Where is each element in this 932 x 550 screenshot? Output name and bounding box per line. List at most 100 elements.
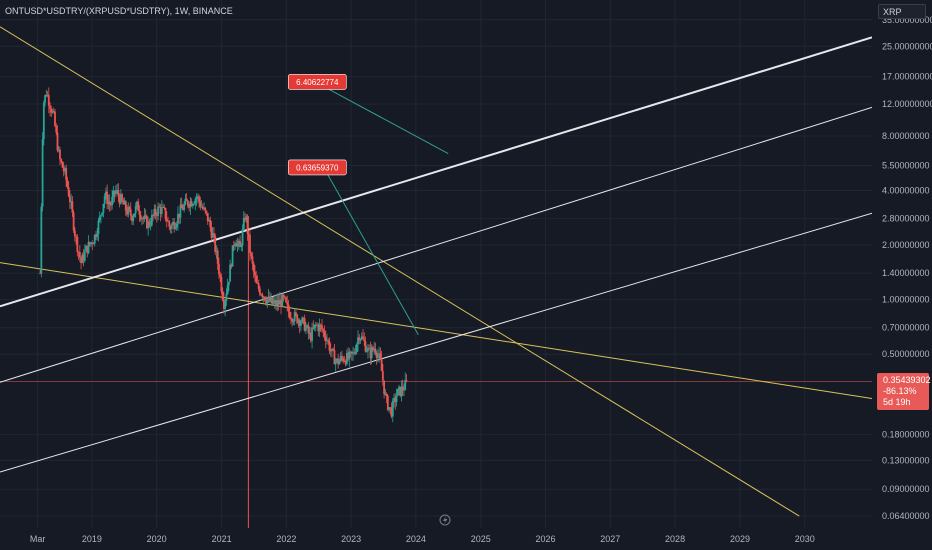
candle-body [190, 201, 193, 207]
trendline-1 [0, 26, 800, 517]
candle-body [323, 330, 326, 337]
candle-body [277, 300, 280, 305]
candle-body [265, 300, 268, 304]
candle-body [147, 221, 150, 229]
candle-body [188, 205, 191, 208]
candle-body [155, 215, 158, 217]
candle-body [312, 327, 315, 329]
candle-body [123, 201, 126, 205]
candle-body [211, 233, 214, 238]
candle-body [154, 209, 157, 216]
candle-body [388, 407, 390, 410]
candle-body [362, 336, 364, 339]
candle-body [132, 216, 135, 222]
candle-body [396, 389, 399, 396]
candle-body [317, 325, 320, 332]
candle-body [137, 201, 140, 211]
candle-body [380, 358, 383, 372]
candle-body [370, 347, 373, 358]
y-tick-label: 5.50000000 [882, 160, 930, 170]
candle-body [262, 296, 265, 298]
candle-body [178, 213, 181, 218]
candle-body [218, 263, 220, 275]
candle-body [373, 348, 376, 351]
candle-body [236, 243, 239, 247]
candle-body [170, 224, 173, 230]
candle-body [376, 355, 379, 358]
candle-body [126, 210, 128, 215]
x-tick-label: 2020 [147, 534, 167, 544]
candle-body [46, 94, 49, 96]
candle-body [206, 212, 209, 222]
candle-body [404, 379, 407, 390]
candle-body [213, 233, 215, 236]
candle-body [185, 198, 188, 201]
candle-body [339, 356, 342, 361]
candle-body [403, 389, 405, 391]
candle-body [52, 111, 55, 112]
candle-body [313, 324, 316, 329]
candle-body [395, 395, 398, 403]
candle-body [117, 190, 120, 197]
callout-label-box [288, 74, 347, 90]
candle-body [379, 353, 382, 359]
symbol-title: ONTUSD*USDTRY/(XRPUSD*USDTRY), 1W, BINAN… [5, 6, 233, 16]
candle-body [355, 344, 358, 352]
candle-body [204, 207, 207, 211]
candle-body [138, 210, 141, 216]
candle-body [201, 206, 204, 209]
plot-area: 6.40622774 0.63659370 [0, 26, 872, 528]
candle-body [231, 245, 234, 267]
x-tick-label: 2028 [665, 534, 685, 544]
candle-body [285, 297, 287, 303]
candle-body [225, 294, 228, 301]
candle-body [227, 281, 230, 286]
x-tick-label: 2021 [212, 534, 232, 544]
candle-body [374, 348, 377, 353]
candle-body [172, 221, 174, 225]
candle-body [297, 320, 300, 324]
candle-body [107, 201, 110, 205]
last-price-countdown: 5d 19h [883, 397, 911, 407]
candle-body [226, 285, 229, 295]
candle-body [51, 111, 54, 113]
candle-body [282, 294, 285, 297]
candle-body [221, 291, 224, 300]
candle-body [222, 299, 225, 309]
candle-body [278, 299, 281, 305]
candle-body [60, 159, 63, 162]
currency-badge[interactable]: XRP [878, 4, 926, 19]
candle-body [65, 168, 68, 181]
candle-body [245, 216, 248, 220]
candle-body [381, 371, 384, 381]
candle-body [196, 196, 199, 198]
candle-body [210, 227, 213, 238]
candle-body [267, 296, 270, 300]
candle-body [61, 161, 64, 168]
y-tick-label: 0.06400000 [882, 511, 930, 521]
candle-body [143, 215, 146, 220]
candle-body [141, 218, 143, 220]
y-tick-label: 0.18000000 [882, 430, 930, 440]
candle-body [337, 358, 340, 365]
candle-body [116, 190, 118, 191]
candle-body [163, 207, 166, 208]
candle-body [344, 361, 347, 365]
last-price-change: -86.13% [883, 386, 917, 396]
candle-body [234, 243, 236, 247]
candle-body [296, 314, 299, 324]
candle-body [319, 324, 322, 326]
candle-body [93, 234, 96, 244]
y-tick-label: 4.00000000 [882, 186, 930, 196]
candle-body [268, 296, 271, 302]
candle-body [332, 348, 335, 351]
candle-body [263, 296, 266, 301]
x-tick-label: Mar [30, 534, 46, 544]
candle-body [299, 322, 302, 326]
candle-body [367, 347, 369, 352]
candle-body [146, 216, 148, 229]
candle-body [97, 220, 100, 234]
candle-body [98, 216, 101, 221]
candle-body [338, 360, 341, 365]
